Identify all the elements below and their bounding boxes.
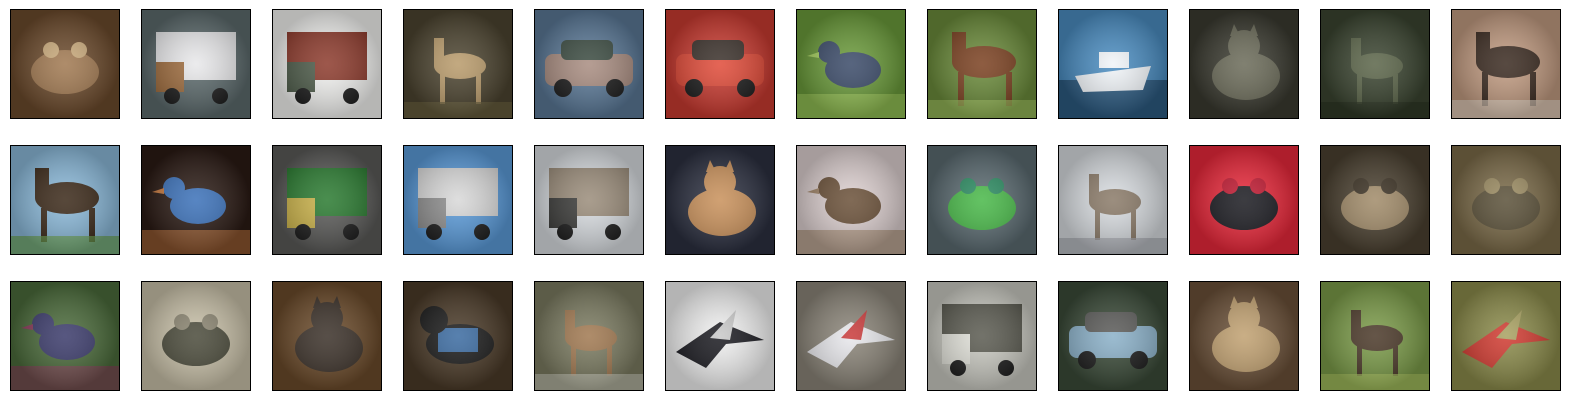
- image-tile-deer: [1058, 145, 1168, 255]
- image-tile-truck: [927, 281, 1037, 391]
- tile-image: [142, 10, 250, 118]
- image-tile-truck: [534, 145, 644, 255]
- image-tile-cat: [1189, 281, 1299, 391]
- tile-image: [273, 10, 381, 118]
- tile-image: [666, 146, 774, 254]
- tile-image: [928, 282, 1036, 390]
- image-tile-bird: [141, 145, 251, 255]
- image-tile-truck: [141, 9, 251, 119]
- image-tile-airplane: [665, 281, 775, 391]
- tile-image: [1059, 146, 1167, 254]
- image-tile-automobile: [534, 9, 644, 119]
- tile-image: [142, 282, 250, 390]
- tile-image: [1059, 10, 1167, 118]
- tile-image: [404, 146, 512, 254]
- image-tile-horse: [10, 145, 120, 255]
- image-tile-bird: [796, 145, 906, 255]
- tile-image: [797, 10, 905, 118]
- image-tile-automobile: [665, 9, 775, 119]
- image-tile-frog: [927, 145, 1037, 255]
- image-tile-frog: [1320, 145, 1430, 255]
- tile-image: [535, 146, 643, 254]
- tile-image: [797, 146, 905, 254]
- image-tile-frog: [1451, 145, 1561, 255]
- image-tile-frog: [1189, 145, 1299, 255]
- tile-image: [1059, 282, 1167, 390]
- image-tile-truck: [272, 9, 382, 119]
- image-tile-deer: [534, 281, 644, 391]
- tile-image: [1452, 146, 1560, 254]
- image-tile-cat: [1189, 9, 1299, 119]
- image-tile-frog: [10, 9, 120, 119]
- tile-image: [1321, 10, 1429, 118]
- tile-image: [142, 146, 250, 254]
- image-tile-cat: [272, 281, 382, 391]
- tile-image: [1190, 282, 1298, 390]
- image-tile-horse: [1451, 9, 1561, 119]
- tile-image: [797, 282, 905, 390]
- image-tile-truck: [403, 145, 513, 255]
- tile-image: [404, 282, 512, 390]
- image-tile-automobile: [1058, 281, 1168, 391]
- tile-image: [666, 282, 774, 390]
- image-tile-frog: [141, 281, 251, 391]
- image-tile-deer: [403, 9, 513, 119]
- image-tile-dog: [403, 281, 513, 391]
- tile-image: [1452, 282, 1560, 390]
- tile-image: [1452, 10, 1560, 118]
- tile-image: [11, 282, 119, 390]
- image-tile-airplane: [796, 281, 906, 391]
- tile-image: [1190, 10, 1298, 118]
- image-tile-truck: [272, 145, 382, 255]
- tile-image: [928, 10, 1036, 118]
- image-tile-deer: [1320, 281, 1430, 391]
- tile-image: [535, 10, 643, 118]
- tile-image: [1190, 146, 1298, 254]
- tile-image: [1321, 282, 1429, 390]
- tile-image: [273, 282, 381, 390]
- tile-image: [11, 10, 119, 118]
- image-tile-bird: [10, 281, 120, 391]
- image-tile-ship: [1058, 9, 1168, 119]
- image-tile-airplane: [1451, 281, 1561, 391]
- image-tile-cat: [665, 145, 775, 255]
- tile-image: [404, 10, 512, 118]
- tile-image: [11, 146, 119, 254]
- tile-image: [666, 10, 774, 118]
- tile-image: [535, 282, 643, 390]
- tile-image: [273, 146, 381, 254]
- image-tile-bird: [796, 9, 906, 119]
- tile-image: [928, 146, 1036, 254]
- image-tile-deer: [1320, 9, 1430, 119]
- image-tile-horse: [927, 9, 1037, 119]
- tile-image: [1321, 146, 1429, 254]
